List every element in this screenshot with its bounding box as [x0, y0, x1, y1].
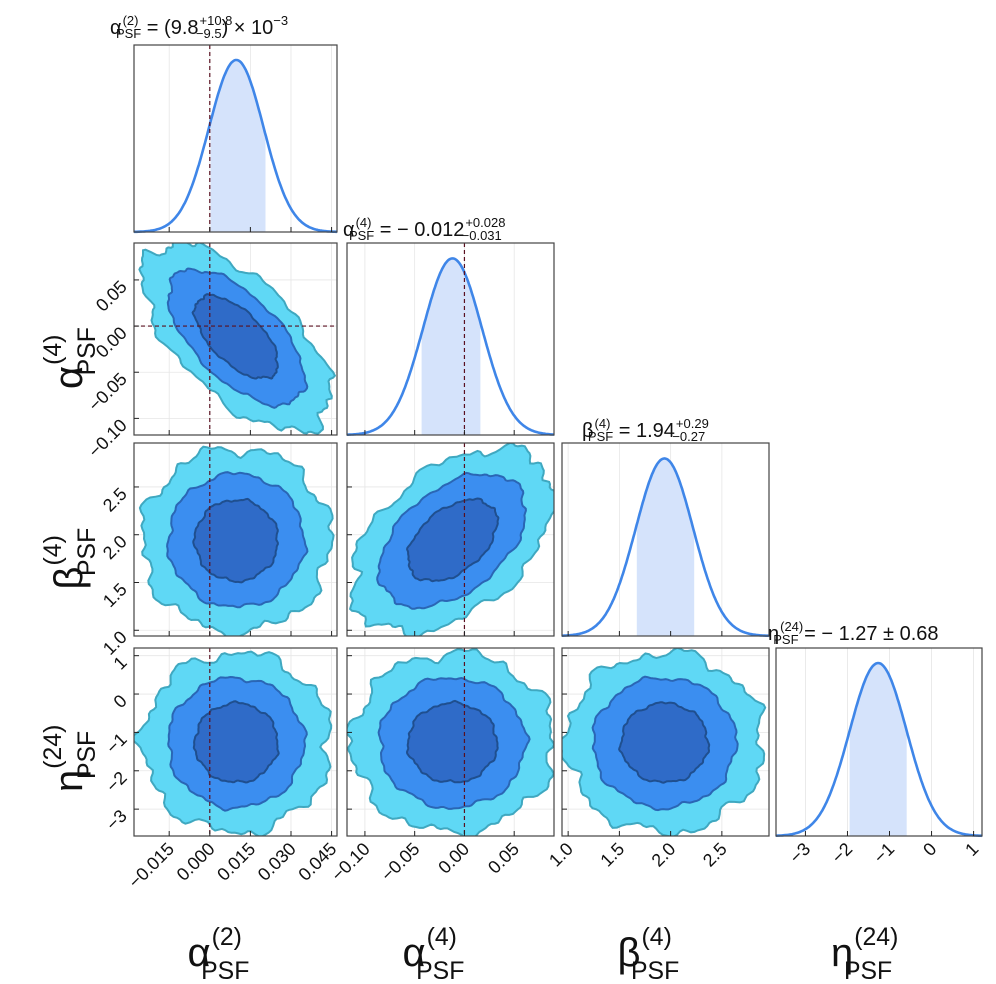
contour-1-sigma	[192, 700, 280, 784]
y-tick-label: 0.05	[92, 277, 131, 316]
contours	[138, 243, 337, 435]
marginal-e24	[775, 647, 983, 838]
x-axis-label-text: η(24) PSF	[831, 924, 898, 984]
panel-e24-vs-b4	[561, 647, 770, 837]
y-tick-label: 0	[110, 691, 131, 712]
credible-interval	[849, 663, 907, 836]
contour-1-sigma	[405, 699, 499, 784]
x-tick-label: 1.5	[596, 839, 628, 871]
panel-frame	[346, 647, 555, 837]
x-tick-label: −1	[870, 839, 899, 868]
panel-frame	[133, 44, 338, 233]
contour-1-sigma	[192, 497, 279, 584]
x-tick-label: −3	[786, 839, 815, 868]
y-tick-label: −3	[102, 806, 131, 835]
marginal-title-b4: β(4) PSF = 1.94+0.29 −0.27	[582, 416, 709, 444]
contours	[348, 443, 554, 636]
x-tick-label: −0.10	[327, 839, 373, 885]
x-axis-label-b4: β(4) PSF	[618, 924, 680, 984]
marginal-curve	[134, 58, 337, 234]
x-axis-label-text: α(2) PSF	[188, 924, 250, 984]
x-tick-label: −0.05	[377, 839, 423, 885]
panel-frame	[346, 442, 555, 637]
y-axis-label-a4: α(4) PSF	[40, 327, 101, 389]
x-tick-label: 2.5	[699, 839, 731, 871]
x-axis-label-a2: α(2) PSF	[188, 924, 250, 984]
panel-frame	[775, 647, 983, 837]
y-axis-label-text: β(4) PSF	[40, 528, 101, 590]
contour-1-sigma	[406, 497, 500, 583]
panel-frame	[561, 647, 770, 837]
marginal-b4	[561, 442, 770, 638]
x-tick-label: 1	[961, 839, 982, 860]
marginal-curve	[776, 661, 983, 838]
marginal-curve	[562, 457, 770, 638]
contours	[347, 648, 554, 836]
x-tick-label: 0.000	[173, 839, 219, 885]
x-tick-label: 0.05	[484, 839, 523, 878]
panel-frame	[346, 242, 555, 436]
y-tick-label: 2.5	[99, 484, 131, 516]
x-tick-label: −2	[828, 839, 857, 868]
y-axis-label-text: α(4) PSF	[40, 327, 101, 389]
y-tick-label: 2.0	[99, 531, 131, 563]
marginal-a4	[346, 242, 555, 436]
x-axis-label-text: α(4) PSF	[403, 924, 465, 984]
panel-frame	[133, 242, 338, 436]
credible-interval	[636, 458, 695, 636]
panel-frame	[133, 647, 338, 837]
contours	[134, 650, 333, 836]
y-tick-label: 1	[110, 652, 131, 673]
panel-frame	[561, 442, 770, 637]
marginal-curve	[347, 257, 555, 436]
credible-interval	[421, 258, 481, 435]
y-tick-label: −1	[102, 729, 131, 758]
marginal-title-a4: α(4) PSF = − 0.012+0.028 −0.031	[343, 215, 505, 243]
x-tick-label: 1.0	[545, 839, 577, 871]
x-axis-label-a4: α(4) PSF	[403, 924, 465, 984]
contour-1-sigma	[191, 293, 279, 380]
y-axis-label-e24: η(24) PSF	[40, 725, 101, 792]
contours	[138, 445, 335, 636]
x-axis-label-text: β(4) PSF	[618, 924, 680, 984]
x-tick-label: 0.00	[434, 839, 473, 878]
panel-frame	[133, 442, 338, 637]
contour-1-sigma	[618, 701, 711, 784]
x-axis-label-e24: η(24) PSF	[831, 924, 898, 984]
contours	[562, 648, 767, 836]
panel-e24-vs-a4	[346, 647, 555, 837]
y-tick-label: −0.10	[84, 415, 130, 461]
panel-e24-vs-a2	[133, 647, 338, 837]
marginal-title-a2: α(2) PSF = (9.8+10.8 −9.5) × 10−3	[110, 13, 288, 41]
x-tick-label: 0.030	[254, 839, 300, 885]
panel-b4-vs-a2	[133, 442, 338, 637]
x-tick-label: 2.0	[648, 839, 680, 871]
credible-interval	[210, 60, 266, 232]
y-tick-label: 1.5	[99, 579, 131, 611]
panel-a4-vs-a2	[133, 242, 338, 436]
y-tick-label: −2	[102, 767, 131, 796]
y-axis-label-b4: β(4) PSF	[40, 528, 101, 590]
x-tick-label: 0.015	[213, 839, 259, 885]
marginal-title-e24: η(24) PSF = − 1.27 ± 0.68	[768, 619, 939, 647]
x-tick-label: 0	[919, 839, 940, 860]
panel-b4-vs-a4	[346, 442, 555, 637]
marginal-a2	[133, 44, 338, 234]
y-axis-label-text: η(24) PSF	[40, 725, 101, 792]
x-tick-label: −0.015	[125, 839, 178, 892]
